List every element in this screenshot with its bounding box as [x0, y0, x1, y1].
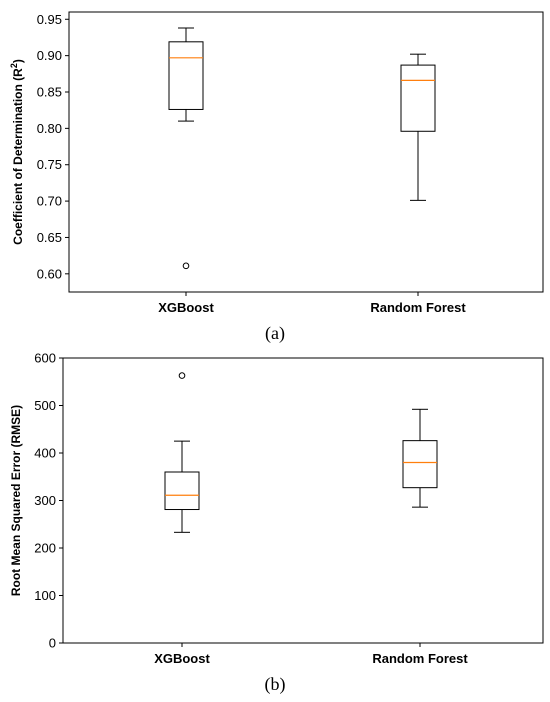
x-category-label: Random Forest [372, 651, 468, 666]
box-xgboost [164, 372, 200, 533]
box-random-forest [400, 53, 436, 201]
iqr-box [164, 471, 200, 511]
y-tick-label: 500 [34, 398, 56, 413]
x-category-label: Random Forest [370, 300, 466, 315]
y-tick-label: 0.60 [37, 266, 62, 281]
y-tick-label: 400 [34, 446, 56, 461]
outlier-point [178, 372, 186, 379]
chart-panel-a: 0.60 0.65 0.70 0.75 0.80 0.85 0.90 0.95 XGBoost R… [9, 11, 544, 344]
x-category-label: XGBoost [154, 651, 210, 666]
box-random-forest [402, 408, 438, 508]
y-axis-label-text: Coefficient of Determination (R [11, 68, 25, 245]
y-tick-label: 200 [34, 541, 56, 556]
plot-frame [68, 11, 544, 293]
y-tick-label: 0.95 [37, 12, 62, 27]
outlier-point [182, 262, 190, 270]
y-tick-label: 600 [34, 351, 56, 366]
iqr-box [168, 41, 204, 110]
y-axis-label: Root Mean Squared Error (RMSE) [9, 405, 23, 596]
x-category-label: XGBoost [158, 300, 214, 315]
iqr-box [402, 440, 438, 489]
panel-caption: (a) [265, 323, 285, 344]
y-axis-label-text: Root Mean Squared Error (RMSE) [9, 405, 23, 596]
y-tick-label: 0.85 [37, 85, 62, 100]
plot-frame [62, 357, 544, 644]
y-tick-label: 0.80 [37, 121, 62, 136]
y-tick-label: 100 [34, 588, 56, 603]
box-xgboost [168, 27, 204, 270]
y-axis-label-tail: ) [11, 59, 25, 63]
y-tick-label: 0.75 [37, 157, 62, 172]
y-tick-label: 0 [49, 636, 56, 651]
chart-panel-b: 0 100 200 300 400 500 600 XGBoost Random Forest R… [9, 351, 544, 695]
panel-caption: (b) [265, 674, 286, 695]
y-axis-label: Coefficient of Determination (R2) [9, 59, 25, 245]
y-tick-label: 0.90 [37, 48, 62, 63]
y-tick-label: 0.65 [37, 230, 62, 245]
y-axis-label-superscript: 2 [9, 63, 19, 68]
y-tick-label: 300 [34, 493, 56, 508]
y-tick-label: 0.70 [37, 194, 62, 209]
iqr-box [400, 64, 436, 132]
